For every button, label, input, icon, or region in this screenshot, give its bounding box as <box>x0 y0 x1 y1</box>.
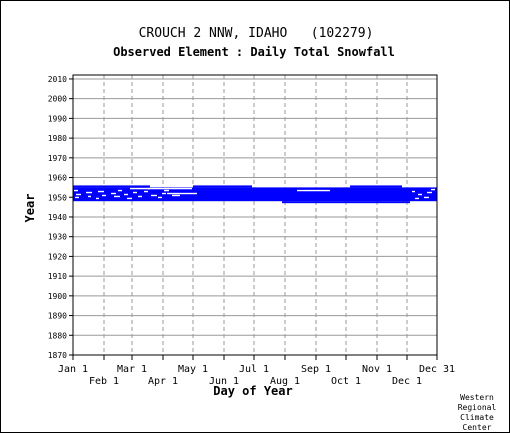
y-tick-label: 1950 <box>48 193 67 202</box>
y-tick-label: 1870 <box>48 351 67 360</box>
y-tick-label: 1970 <box>48 154 67 163</box>
missing-data-mark <box>424 196 429 199</box>
x-tick-label: Jul 1 <box>239 364 269 375</box>
y-tick-label: 1880 <box>48 331 67 340</box>
y-tick-label: 2010 <box>48 75 67 84</box>
missing-data-mark <box>415 197 419 200</box>
y-tick-label: 2000 <box>48 95 67 104</box>
missing-data-mark <box>148 187 192 190</box>
missing-data-mark <box>133 191 137 194</box>
x-tick-label: Jun 1 <box>209 376 239 387</box>
plot-border <box>72 74 438 356</box>
grid-layer <box>73 75 437 356</box>
credit-line: Regional <box>458 403 497 412</box>
x-tick-label: Jan 1 <box>58 364 88 375</box>
y-tick-label: 1920 <box>48 252 67 261</box>
credit-line: Center <box>463 423 492 432</box>
missing-data-mark <box>124 193 128 196</box>
y-axis-label: Year <box>23 194 37 223</box>
x-axis-ticks: Jan 1 Mar 1 May 1 Jul 1 Sep 1 Nov 1 Dec 31 Feb … <box>58 355 455 387</box>
y-tick-label: 1910 <box>48 272 67 281</box>
missing-data-mark <box>144 190 148 193</box>
missing-layer <box>74 187 435 200</box>
missing-data-mark <box>114 195 120 198</box>
missing-data-mark <box>86 191 92 194</box>
missing-data-mark <box>151 194 157 197</box>
missing-data-mark <box>164 189 169 192</box>
missing-data-mark <box>158 196 162 199</box>
missing-data-mark <box>96 197 99 200</box>
credit-line: Western <box>460 393 494 402</box>
missing-data-mark <box>297 189 330 192</box>
x-tick-label: Dec 31 <box>419 364 455 375</box>
chart-subtitle: Observed Element : Daily Total Snowfall <box>113 45 395 59</box>
x-tick-label: Oct 1 <box>331 376 361 387</box>
missing-data-mark <box>118 189 122 192</box>
missing-data-mark <box>431 188 435 191</box>
missing-data-mark <box>412 190 415 193</box>
chart-title: CROUCH 2 NNW, IDAHO (102279) <box>139 26 374 41</box>
missing-data-mark <box>76 193 81 196</box>
missing-data-mark <box>88 195 91 198</box>
x-tick-label: Nov 1 <box>362 364 392 375</box>
missing-data-mark <box>98 190 104 193</box>
missing-data-mark <box>111 192 116 195</box>
observation-band <box>282 201 410 204</box>
plot-area <box>73 75 437 355</box>
y-tick-label: 1980 <box>48 134 67 143</box>
y-tick-label: 1890 <box>48 312 67 321</box>
y-tick-label: 1940 <box>48 213 67 222</box>
x-tick-label: May 1 <box>178 364 208 375</box>
x-tick-label: Apr 1 <box>148 376 178 387</box>
missing-data-mark <box>74 189 78 192</box>
missing-data-mark <box>162 192 166 195</box>
x-tick-label: Feb 1 <box>89 376 119 387</box>
x-tick-label: Mar 1 <box>117 364 147 375</box>
missing-data-mark <box>75 196 79 199</box>
missing-data-mark <box>102 194 106 197</box>
y-tick-label: 1900 <box>48 292 67 301</box>
missing-data-mark <box>167 192 197 195</box>
missing-data-mark <box>172 194 180 197</box>
missing-data-mark <box>130 187 150 190</box>
observation-band <box>193 185 252 188</box>
y-tick-label: 1960 <box>48 174 67 183</box>
x-tick-label: Sep 1 <box>301 364 331 375</box>
wrcc-credit: Western Regional Climate Center <box>458 393 497 432</box>
y-axis-ticks: 1870 1880 1890 1900 1910 1920 1930 1940 1950 1960… <box>48 75 73 360</box>
x-axis-label: Day of Year <box>213 384 292 398</box>
observation-band <box>73 185 150 188</box>
x-tick-label: Aug 1 <box>270 376 300 387</box>
observation-band <box>350 185 402 188</box>
x-tick-label: Dec 1 <box>392 376 422 387</box>
missing-data-mark <box>427 191 432 194</box>
missing-data-mark <box>127 197 132 200</box>
y-tick-label: 1990 <box>48 114 67 123</box>
missing-data-mark <box>418 193 422 196</box>
missing-data-mark <box>138 195 142 198</box>
y-tick-label: 1930 <box>48 233 67 242</box>
credit-line: Climate <box>460 413 494 422</box>
